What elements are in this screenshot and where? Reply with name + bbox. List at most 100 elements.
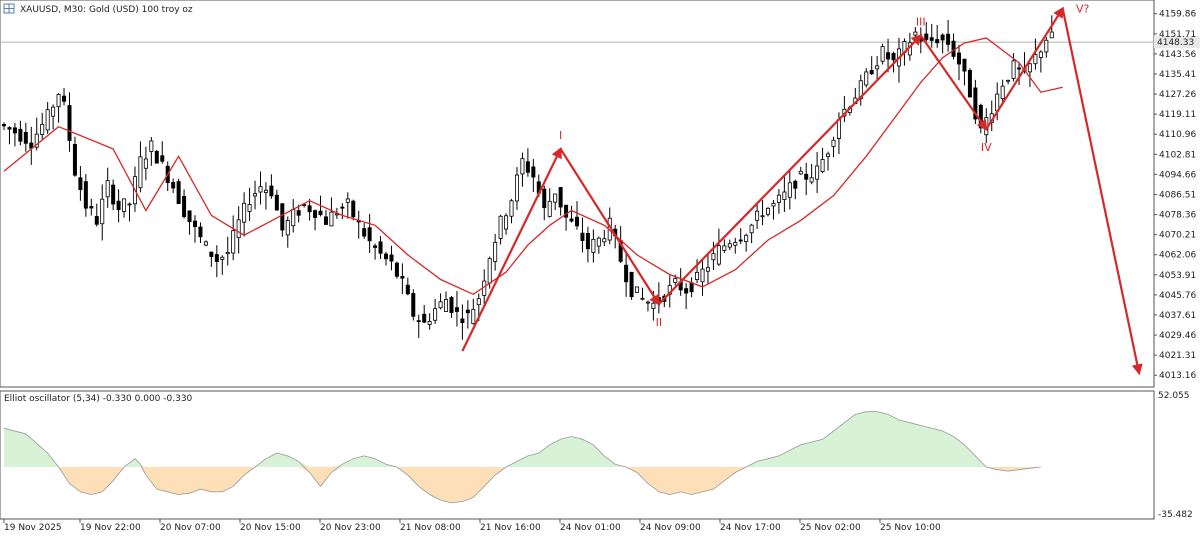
candle-bear — [192, 220, 197, 228]
candle-bull — [203, 241, 208, 246]
wave-arrow — [919, 34, 988, 132]
candle-bull — [705, 267, 710, 272]
candle-bull — [1044, 39, 1049, 53]
candle-bull — [433, 308, 438, 321]
price-tick-label: 4053.91 — [1159, 271, 1196, 281]
candle-bull — [329, 211, 334, 227]
candle-bear — [411, 293, 416, 317]
candle-bear — [7, 127, 12, 130]
candle-bear — [78, 177, 83, 191]
wave-arrow — [559, 148, 661, 307]
candle-bear — [542, 188, 547, 209]
candle-bull — [766, 207, 771, 215]
candle-bear — [209, 251, 214, 257]
price-tick-label: 4045.76 — [1159, 291, 1196, 301]
price-tick-label: 4062.06 — [1159, 251, 1196, 261]
candle-bull — [231, 230, 236, 254]
price-tick-label: 4135.41 — [1159, 70, 1196, 80]
candle-bull — [220, 256, 225, 260]
oscillator-negative-area — [4, 466, 1041, 503]
candle-bear — [111, 184, 116, 205]
candle-bear — [684, 288, 689, 294]
candle-bear — [973, 87, 978, 120]
candle-bear — [367, 227, 372, 242]
candle-bear — [460, 318, 465, 323]
candle-bear — [967, 70, 972, 98]
candle-bear — [351, 200, 356, 218]
candle-bull — [514, 174, 519, 202]
oscillator-axis-max: 52.055 — [1158, 391, 1190, 401]
candle-bull — [1027, 63, 1032, 73]
candle-bear — [116, 200, 121, 211]
wave-label: I — [559, 129, 562, 142]
candle-bull — [880, 46, 885, 62]
current-price-badge-bg — [1154, 36, 1200, 49]
candle-bear — [214, 254, 219, 263]
candle-bear — [564, 204, 569, 218]
wave-arrow — [461, 146, 562, 352]
price-tick-label: 4029.46 — [1159, 331, 1196, 341]
candle-bull — [716, 245, 721, 265]
candle-bull — [143, 158, 148, 169]
price-tick-label: 4078.36 — [1159, 211, 1196, 221]
candle-bull — [749, 224, 754, 234]
candle-bull — [345, 198, 350, 203]
candle-bear — [18, 128, 23, 142]
candle-bear — [400, 275, 405, 279]
time-tick-label: 24 Nov 17:00 — [720, 523, 781, 533]
candle-bear — [274, 194, 279, 211]
candle-bull — [913, 31, 918, 36]
candle-bull — [242, 202, 247, 223]
candle-bear — [323, 216, 328, 225]
candle-bull — [127, 203, 132, 206]
wave-label: IV — [981, 141, 992, 154]
wave-arrow — [658, 33, 923, 305]
candle-bear — [580, 232, 585, 241]
candle-bull — [760, 215, 765, 218]
candle-bear — [307, 205, 312, 213]
candle-bull — [826, 153, 831, 157]
candle-bull — [247, 204, 252, 212]
candle-bear — [394, 262, 399, 277]
candle-bull — [427, 321, 432, 325]
candle-bear — [465, 309, 470, 314]
candle-bull — [138, 156, 143, 189]
candle-bear — [422, 313, 427, 323]
candle-bear — [416, 320, 421, 323]
price-tick-label: 4110.96 — [1159, 130, 1196, 140]
price-tick-label: 4037.61 — [1159, 311, 1196, 321]
candle-bear — [962, 58, 967, 72]
candle-bull — [645, 301, 650, 304]
candle-bear — [160, 155, 165, 162]
candle-bear — [176, 181, 181, 204]
header: XAUUSD, M30: Gold (USD) 100 troy oz — [3, 3, 193, 15]
price-tick-label: 4013.16 — [1159, 371, 1196, 381]
candle-bear — [454, 307, 459, 312]
oscillator-header: Elliot oscillator (5,34) -0.330 0.000 -0… — [4, 391, 1193, 520]
candle-bull — [476, 298, 481, 306]
wave-label: III — [916, 16, 926, 29]
price-tick-label: 4102.81 — [1159, 150, 1196, 160]
candle-bear — [940, 34, 945, 41]
candle-bull — [498, 215, 503, 239]
candle-bull — [553, 193, 558, 203]
candle-bull — [700, 268, 705, 283]
price-tick-label: 4070.21 — [1159, 231, 1196, 241]
candle-bear — [629, 271, 634, 298]
candle-bull — [45, 109, 50, 131]
candle-bull — [520, 158, 525, 175]
oscillator-axis-min: -35.482 — [1158, 510, 1193, 520]
candle-bear — [171, 182, 176, 189]
time-tick-label: 24 Nov 01:00 — [560, 523, 621, 533]
candle-bull — [787, 182, 792, 198]
candle-bear — [187, 210, 192, 223]
candle-bear — [569, 218, 574, 222]
candle-bear — [449, 297, 454, 313]
candle-bear — [405, 284, 410, 295]
candle-bear — [525, 161, 530, 173]
candle-bear — [891, 52, 896, 61]
candle-bear — [378, 241, 383, 254]
price-tick-label: 4119.11 — [1159, 110, 1196, 120]
time-tick-label: 20 Nov 23:00 — [320, 523, 381, 533]
